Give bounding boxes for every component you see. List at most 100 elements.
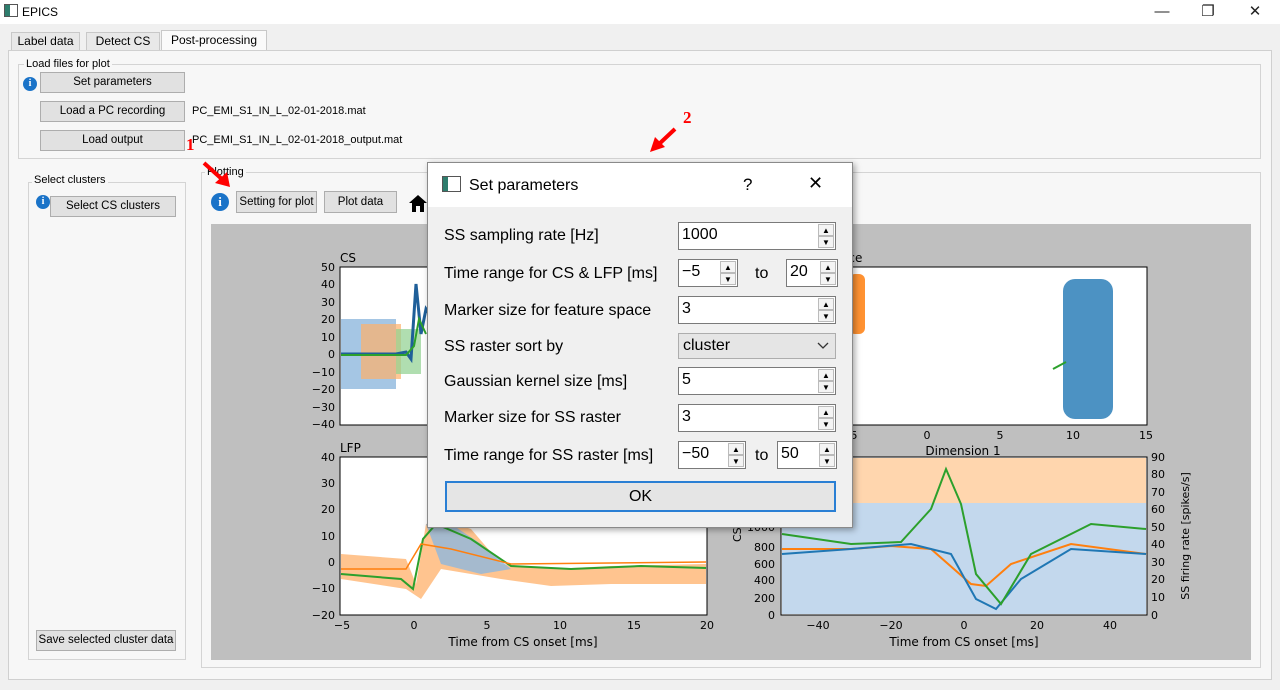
feature-points [849,274,1113,419]
ss-left-ylabel: CS [731,527,744,542]
lfp-ytick: 20 [321,503,335,516]
lfp-xtick: 0 [411,619,418,632]
cs-title: CS [340,251,356,265]
save-cluster-data-button[interactable]: Save selected cluster data [36,630,176,651]
marker-2-label: 2 [683,108,692,127]
cs-lfp-from-spinbox[interactable]: −5 ▲ ▼ [678,259,738,287]
ok-button[interactable]: OK [445,481,836,512]
marker-size-feature-spinbox[interactable]: 3 ▲ ▼ [678,296,836,324]
spin-arrows[interactable]: ▲ ▼ [728,443,744,467]
ss-ytick2: 40 [1151,538,1165,551]
spin-value: 20 [790,263,808,280]
dialog-close-button[interactable]: ✕ [808,173,824,193]
ss-ytick2: 50 [1151,521,1165,534]
spin-value: −5 [682,263,701,280]
spin-value: 50 [781,445,799,462]
select-cs-clusters-button[interactable]: Select CS clusters [50,196,176,217]
ss-raster-to-spinbox[interactable]: 50 ▲ ▼ [777,441,837,469]
marker-size-ss-spinbox[interactable]: 3 ▲ ▼ [678,404,836,432]
lfp-xtick: 5 [484,619,491,632]
gaussian-kernel-label: Gaussian kernel size [ms] [444,373,628,390]
cs-ytick: 40 [321,278,335,291]
load-output-button[interactable]: Load output [40,130,185,151]
window-title: EPICS [22,5,59,19]
spin-arrows[interactable]: ▲ ▼ [820,261,836,285]
lfp-ytick: 10 [321,530,335,543]
ss-ytick2: 30 [1151,556,1165,569]
tab-label-data[interactable]: Label data [11,32,80,51]
cs-ytick: −40 [312,418,335,431]
spin-value: 3 [682,300,691,317]
feature-xtick: 15 [1139,429,1153,442]
spin-value: 3 [682,408,691,425]
dialog-titlebar: Set parameters ? ✕ [428,163,852,207]
cs-ytick: −10 [312,366,335,379]
load-pc-recording-button[interactable]: Load a PC recording [40,101,185,122]
spin-arrows[interactable]: ▲ ▼ [819,443,835,467]
restore-button[interactable]: ❐ [1201,3,1215,20]
to-label: to [755,447,769,464]
ss-raster-sort-combobox[interactable]: cluster [678,333,836,359]
spin-arrows[interactable]: ▲ ▼ [818,224,834,248]
cs-lfp-to-spinbox[interactable]: 20 ▲ ▼ [786,259,838,287]
feature-xlabel: Dimension 1 [925,444,1000,458]
plot-data-button[interactable]: Plot data [324,191,397,213]
ss-xtick: −40 [806,619,829,632]
cs-ytick: 0 [328,348,335,361]
ss-xtick: −20 [879,619,902,632]
info-icon[interactable]: i [23,77,37,91]
cs-traces [341,283,438,389]
ss-raster-from-spinbox[interactable]: −50 ▲ ▼ [678,441,746,469]
spin-arrows[interactable]: ▲ ▼ [818,298,834,322]
cs-ytick: 50 [321,261,335,274]
ss-ytick2: 0 [1151,609,1158,622]
close-button[interactable]: ✕ [1248,3,1262,20]
cs-ytick: 20 [321,313,335,326]
home-icon[interactable] [407,193,429,213]
ss-ytick: 600 [754,558,775,571]
annotation-arrows: 1 2 [186,108,692,187]
combo-value: cluster [683,337,731,354]
help-button[interactable]: ? [743,175,753,194]
app-icon [4,4,18,17]
ss-ytick2: 20 [1151,573,1165,586]
ss-xticks: −40 −20 0 20 40 [806,619,1117,632]
select-clusters-label: Select clusters [32,174,108,186]
arrow-2-head [650,137,665,152]
ss-ytick: 800 [754,541,775,554]
lfp-ytick: −10 [312,582,335,595]
ss-xtick: 0 [961,619,968,632]
lfp-traces [340,519,707,599]
ss-right-yticks: 90 80 70 60 50 40 30 20 10 0 [1151,451,1165,622]
title-bar: EPICS — ❐ ✕ [0,0,1280,24]
info-icon[interactable]: i [36,195,50,209]
spin-value: −50 [682,445,710,462]
tab-post-processing[interactable]: Post-processing [161,30,267,51]
ss-sampling-rate-label: SS sampling rate [Hz] [444,227,599,244]
tab-detect-cs[interactable]: Detect CS [86,32,160,51]
cs-ytick: −30 [312,401,335,414]
gaussian-kernel-spinbox[interactable]: 5 ▲ ▼ [678,367,836,395]
minimize-button[interactable]: — [1154,3,1170,20]
lfp-xtick: 10 [553,619,567,632]
spin-arrows[interactable]: ▲ ▼ [818,406,834,430]
spin-arrows[interactable]: ▲ ▼ [818,369,834,393]
dialog-app-icon [442,176,461,192]
cs-ytick: −20 [312,383,335,396]
load-files-label: Load files for plot [24,58,112,70]
select-clusters-group [28,182,186,660]
feature-xtick: 10 [1066,429,1080,442]
lfp-xlabel: Time from CS onset [ms] [447,635,597,649]
info-icon[interactable]: i [211,193,229,211]
arrow-1-head [215,172,230,187]
time-range-ss-raster-label: Time range for SS raster [ms] [444,447,654,464]
lfp-ytick: −20 [312,609,335,622]
ss-sampling-rate-spinbox[interactable]: 1000 ▲ ▼ [678,222,836,250]
setting-for-plot-button[interactable]: Setting for plot [236,191,317,213]
set-parameters-dialog: Set parameters ? ✕ SS sampling rate [Hz]… [427,162,853,528]
set-parameters-button[interactable]: Set parameters [40,72,185,93]
spin-arrows[interactable]: ▲ ▼ [720,261,736,285]
lfp-title: LFP [340,441,361,455]
pc-file-name: PC_EMI_S1_IN_L_02-01-2018.mat [192,105,366,117]
load-files-group [18,64,1261,159]
